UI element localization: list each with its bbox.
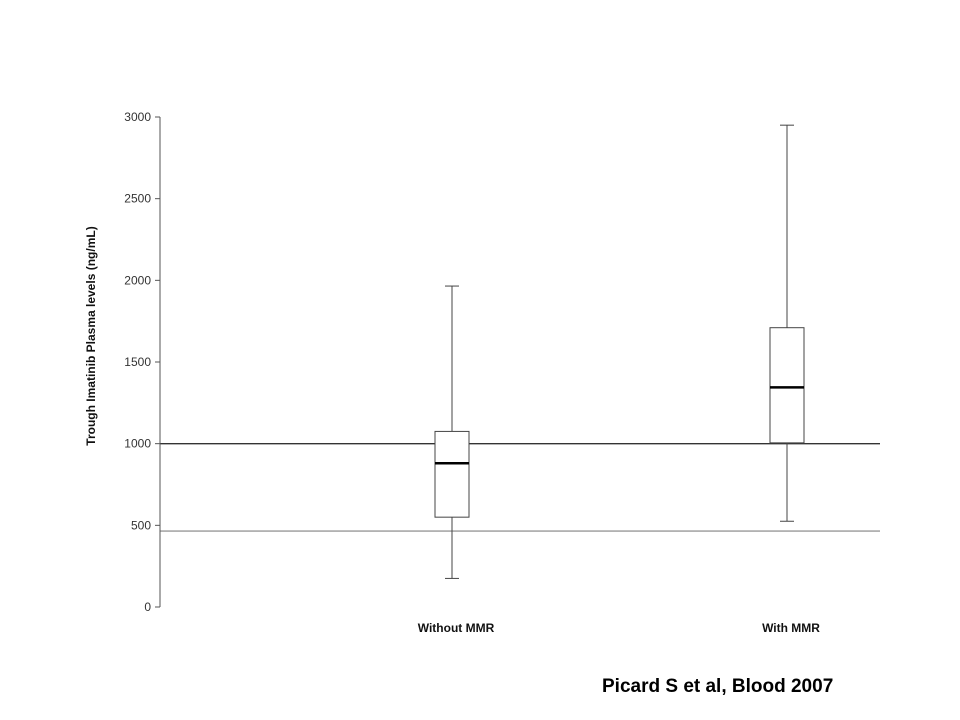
y-tick-label-0: 0 bbox=[144, 600, 151, 614]
x-category-label: Without MMR bbox=[418, 621, 495, 635]
x-category-label: With MMR bbox=[762, 621, 820, 635]
x-axis-labels: Without MMR With MMR bbox=[418, 621, 821, 635]
y-tick-label-1000: 1000 bbox=[124, 437, 151, 451]
reference-lines bbox=[160, 443, 880, 532]
y-tick-label-1500: 1500 bbox=[124, 355, 151, 369]
box-0 bbox=[434, 285, 470, 579]
y-tick-label-3000: 3000 bbox=[124, 110, 151, 124]
y-axis-title: Trough Imatinib Plasma levels (ng/mL) bbox=[84, 226, 98, 445]
y-axis: 0 500 1000 1500 2000 2500 3000 bbox=[124, 110, 161, 614]
box-1 bbox=[769, 124, 805, 522]
y-tick-label-500: 500 bbox=[131, 518, 151, 532]
y-tick-label-2000: 2000 bbox=[124, 273, 151, 287]
y-tick-label-2500: 2500 bbox=[124, 192, 151, 206]
citation-text: Picard S et al, Blood 2007 bbox=[602, 676, 834, 697]
iqr-box bbox=[434, 430, 470, 518]
box-series bbox=[434, 124, 805, 579]
iqr-box bbox=[769, 327, 805, 444]
